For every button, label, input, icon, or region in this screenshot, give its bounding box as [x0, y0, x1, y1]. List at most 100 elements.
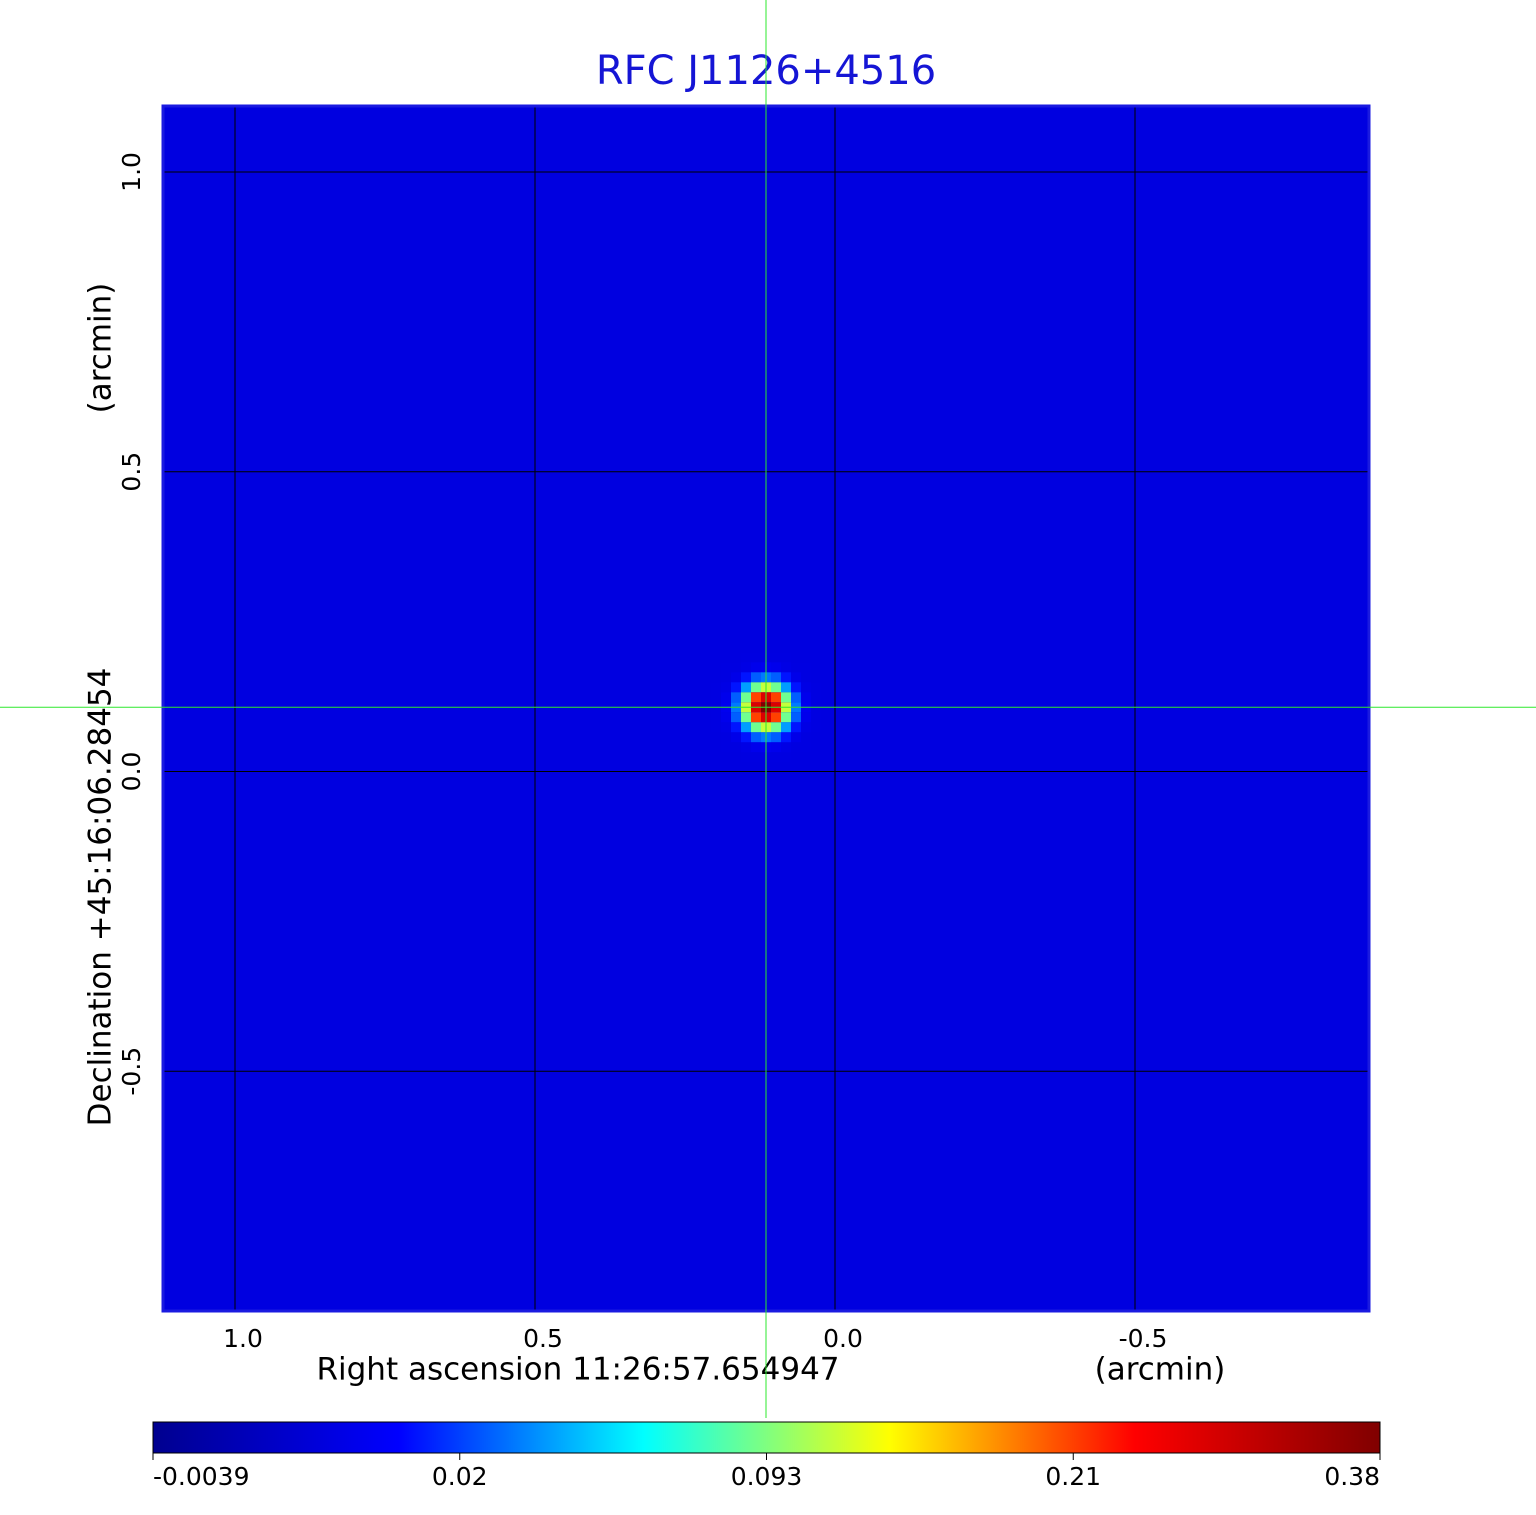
colorbar-tick-label: 0.093: [731, 1462, 803, 1491]
source-pixel: [811, 682, 821, 693]
source-pixel: [731, 752, 741, 763]
source-pixel: [721, 712, 731, 723]
source-pixel: [811, 732, 821, 743]
source-pixel: [771, 662, 781, 673]
source-pixel: [791, 722, 801, 733]
source-pixel: [711, 652, 721, 663]
source-pixel: [791, 742, 801, 753]
source-pixel: [791, 712, 801, 723]
source-pixel: [721, 692, 731, 703]
source-pixel: [811, 692, 821, 703]
source-pixel: [801, 742, 811, 753]
source-pixel: [791, 652, 801, 663]
x-tick-label: 0.0: [823, 1324, 863, 1353]
source-pixel: [721, 732, 731, 743]
source-pixel: [751, 672, 761, 683]
colorbar-tick-label: 0.02: [432, 1462, 488, 1491]
source-pixel: [751, 722, 761, 733]
source-pixel: [741, 682, 751, 693]
source-pixel: [771, 722, 781, 733]
source-pixel: [751, 752, 761, 763]
source-pixel: [771, 742, 781, 753]
source-pixel: [781, 732, 791, 743]
source-pixel: [771, 672, 781, 683]
source-pixel: [781, 752, 791, 763]
source-pixel: [801, 672, 811, 683]
source-pixel: [811, 672, 821, 683]
source-pixel: [771, 692, 781, 703]
source-pixel: [711, 732, 721, 743]
source-pixel: [721, 752, 731, 763]
source-pixel: [791, 662, 801, 673]
source-pixel: [721, 672, 731, 683]
source-pixel: [811, 652, 821, 663]
colorbar-tick-label: 0.21: [1045, 1462, 1101, 1491]
colorbar: [152, 1421, 1381, 1454]
y-tick-label: -0.5: [117, 1047, 146, 1096]
source-pixel: [781, 662, 791, 673]
source-pixel: [801, 712, 811, 723]
source-pixel: [741, 752, 751, 763]
source-pixel: [731, 722, 741, 733]
source-pixel: [771, 652, 781, 663]
source-pixel: [801, 732, 811, 743]
source-pixel: [721, 682, 731, 693]
y-axis-label: Declination +45:16:06.28454: [83, 668, 119, 1127]
colorbar-tick-label: 0.38: [1324, 1462, 1380, 1491]
source-pixel: [801, 722, 811, 733]
source-pixel: [711, 752, 721, 763]
source-pixel: [741, 672, 751, 683]
source-pixel: [801, 652, 811, 663]
source-pixel: [741, 722, 751, 733]
source-pixel: [751, 662, 761, 673]
source-pixel: [781, 692, 791, 703]
source-pixel: [741, 662, 751, 673]
source-pixel: [751, 732, 761, 743]
source-pixel: [751, 742, 761, 753]
colorbar-tick-label: -0.0039: [153, 1462, 250, 1491]
source-pixel: [811, 722, 821, 733]
source-pixel: [811, 742, 821, 753]
source-pixel: [711, 722, 721, 733]
source-pixel: [731, 732, 741, 743]
source-pixel: [741, 712, 751, 723]
source-pixel: [711, 682, 721, 693]
source-pixel: [771, 682, 781, 693]
x-tick-label: 1.0: [223, 1324, 263, 1353]
x-tick-label: -0.5: [1119, 1324, 1168, 1353]
source-pixel: [741, 742, 751, 753]
x-tick-label: 0.5: [523, 1324, 563, 1353]
y-tick-label: 0.5: [117, 452, 146, 492]
source-pixel: [741, 652, 751, 663]
source-pixel: [751, 682, 761, 693]
source-pixel: [731, 712, 741, 723]
source-pixel: [751, 652, 761, 663]
source-pixel: [711, 742, 721, 753]
source-pixel: [781, 672, 791, 683]
source-pixel: [751, 692, 761, 703]
y-tick-label: 1.0: [117, 152, 146, 192]
source-pixel: [801, 682, 811, 693]
y-axis-unit: (arcmin): [83, 283, 119, 414]
source-pixel: [731, 692, 741, 703]
source-pixel: [801, 662, 811, 673]
source-pixel: [801, 752, 811, 763]
source-pixel: [721, 742, 731, 753]
source-pixel: [711, 692, 721, 703]
source-pixel: [711, 662, 721, 673]
source-pixel: [741, 732, 751, 743]
source-pixel: [781, 652, 791, 663]
source-pixel: [721, 662, 731, 673]
source-pixel: [721, 722, 731, 733]
source-pixel: [731, 652, 741, 663]
source-pixel: [771, 732, 781, 743]
source-pixel: [791, 752, 801, 763]
source-pixel: [731, 742, 741, 753]
y-tick-label: 0.0: [117, 752, 146, 792]
source-pixel: [711, 712, 721, 723]
source-pixel: [791, 732, 801, 743]
source-pixel: [811, 662, 821, 673]
source-pixel: [791, 692, 801, 703]
x-axis-label: Right ascension 11:26:57.654947: [316, 1352, 839, 1388]
